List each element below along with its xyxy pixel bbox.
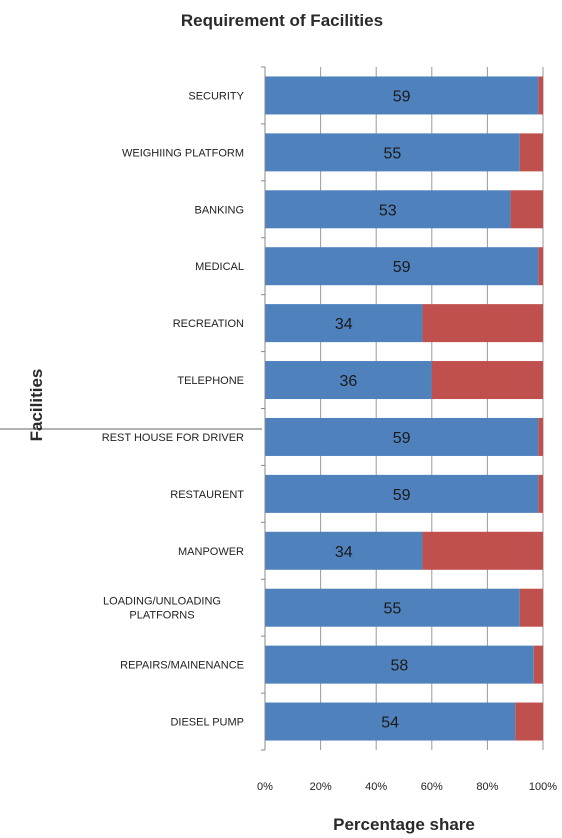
bar-segment: [265, 247, 539, 286]
x-tick-label: 100%: [529, 781, 557, 793]
axis-layer: [261, 66, 266, 751]
x-axis-title: Percentage share: [333, 815, 475, 834]
x-tick-label: 20%: [310, 781, 332, 793]
data-label: 59: [393, 430, 411, 447]
bar-segment: [515, 702, 543, 741]
category-labels: SECURITY WEIGHIING PLATFORM BANKING MEDICAL…: [102, 90, 245, 728]
x-tick-label: 40%: [365, 781, 387, 793]
bar-segment: [265, 76, 539, 115]
x-tick-label: 0%: [257, 781, 273, 793]
bar-segment: [265, 702, 516, 741]
data-label: 36: [340, 373, 358, 390]
data-label: 58: [390, 658, 408, 675]
bar-segment: [422, 531, 543, 570]
data-label: 53: [379, 202, 397, 219]
bar-segment: [519, 588, 543, 627]
category-label: REST HOUSE FOR DRIVER: [102, 432, 244, 444]
y-axis-title: Facilities: [27, 369, 46, 442]
data-label: 34: [335, 316, 353, 333]
category-label: LOADING/UNLOADING PLATFORNS: [103, 596, 221, 622]
category-label: BANKING: [194, 204, 244, 216]
data-label: 55: [384, 601, 402, 618]
bar-segment: [538, 417, 543, 456]
bar-segment: [431, 361, 543, 400]
bars-layer: [265, 76, 543, 741]
bar-segment: [265, 304, 423, 343]
category-label: MANPOWER: [178, 546, 244, 558]
data-labels: 59 55 53 59 34 36 59 59 34 55 58 54: [335, 88, 411, 731]
bar-segment: [422, 304, 543, 343]
category-label: TELEPHONE: [177, 375, 244, 387]
category-label: RECREATION: [173, 318, 244, 330]
bar-segment: [538, 247, 543, 286]
category-label: REPAIRS/MAINENANCE: [120, 660, 244, 672]
category-label: DIESEL PUMP: [170, 717, 244, 729]
x-tick-label: 60%: [421, 781, 443, 793]
bar-segment: [538, 474, 543, 513]
bar-segment: [265, 531, 423, 570]
bar-segment: [265, 645, 534, 684]
data-label: 59: [393, 88, 411, 105]
bar-segment: [265, 417, 539, 456]
bar-segment: [265, 474, 539, 513]
bar-segment: [265, 361, 432, 400]
chart-title: Requirement of Facilities: [181, 11, 383, 30]
bar-segment: [538, 76, 543, 115]
data-label: 34: [335, 544, 353, 561]
bar-segment: [265, 588, 520, 627]
data-label: 59: [393, 487, 411, 504]
category-label: SECURITY: [188, 90, 244, 102]
category-label: RESTAURENT: [170, 489, 244, 501]
data-label: 59: [393, 259, 411, 276]
bar-segment: [533, 645, 543, 684]
bar-segment: [519, 133, 543, 172]
bar-segment: [510, 190, 543, 229]
data-label: 55: [384, 145, 402, 162]
data-label: 54: [381, 715, 399, 732]
bar-segment: [265, 190, 511, 229]
x-tick-label: 80%: [476, 781, 498, 793]
category-label: MEDICAL: [195, 261, 244, 273]
x-tick-labels: 0% 20% 40% 60% 80% 100%: [257, 781, 557, 793]
bar-segment: [265, 133, 520, 172]
category-label: WEIGHIING PLATFORM: [122, 147, 244, 159]
